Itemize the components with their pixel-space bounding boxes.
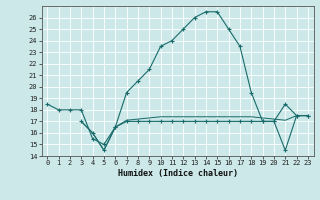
X-axis label: Humidex (Indice chaleur): Humidex (Indice chaleur) xyxy=(118,169,237,178)
